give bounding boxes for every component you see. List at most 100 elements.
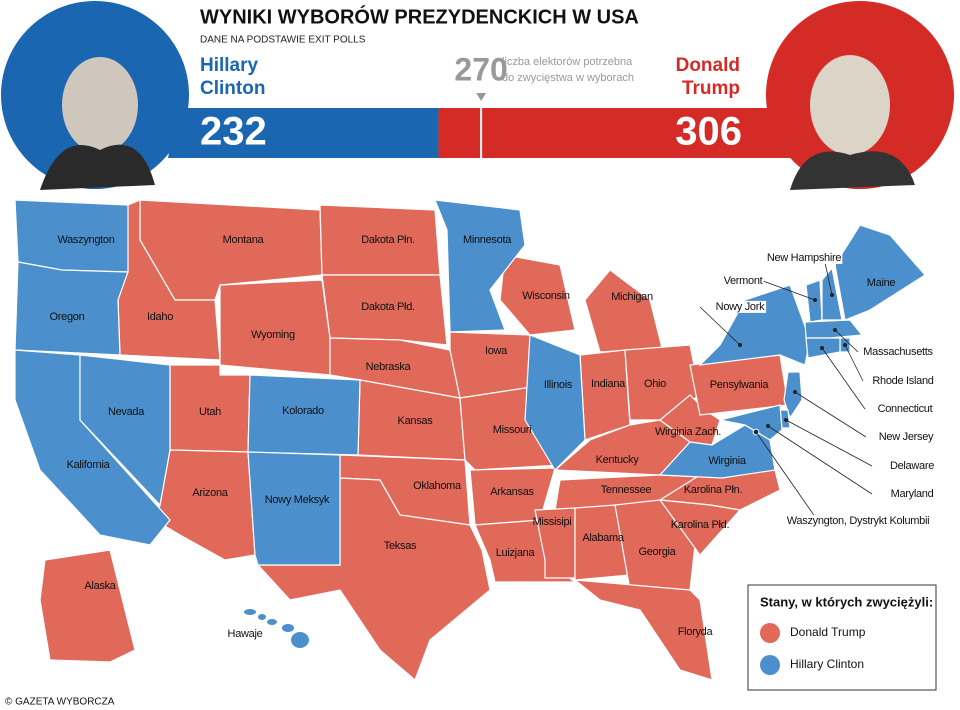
state-label: Kolorado bbox=[282, 405, 324, 417]
state-label: Nowy Meksyk bbox=[265, 494, 330, 506]
state-label: Vermont bbox=[724, 275, 763, 287]
state-label: Waszyngton bbox=[57, 234, 114, 246]
state bbox=[499, 254, 576, 336]
label-bg bbox=[871, 374, 935, 387]
state bbox=[614, 499, 696, 591]
label-bg bbox=[714, 300, 767, 313]
state-label: Georgia bbox=[638, 546, 676, 558]
state-label: Wirginia bbox=[708, 455, 747, 467]
state-label: Illinois bbox=[544, 379, 573, 391]
clinton-bar bbox=[168, 108, 439, 158]
leader-dot bbox=[820, 346, 824, 350]
legend-box bbox=[747, 584, 937, 691]
state-label: Ohio bbox=[644, 378, 666, 390]
leader-dot bbox=[738, 343, 742, 347]
state-label: Alabama bbox=[582, 532, 624, 544]
state bbox=[247, 374, 361, 456]
callouts: Montana Dakota Płn. Dakota Płd. Idaho Wyomin… bbox=[50, 234, 936, 640]
legend-label: Hillary Clinton bbox=[790, 657, 864, 671]
legend-label: Donald Trump bbox=[790, 625, 866, 639]
state bbox=[79, 354, 171, 507]
state-label: Kalifornia bbox=[67, 459, 111, 471]
state-label: Dakota Płn. bbox=[361, 234, 415, 246]
leader-line bbox=[699, 306, 741, 346]
state-label: Oregon bbox=[50, 311, 85, 323]
clinton-votes: 232 bbox=[200, 110, 267, 154]
clinton-face bbox=[62, 57, 138, 153]
threshold-value: 270 bbox=[454, 51, 507, 87]
legend-swatch bbox=[760, 623, 780, 643]
state bbox=[247, 451, 341, 566]
label-bg bbox=[888, 459, 936, 472]
state bbox=[256, 477, 491, 682]
leader-dot bbox=[784, 418, 788, 422]
state-label: Maryland bbox=[891, 488, 934, 500]
label-bg bbox=[785, 514, 931, 527]
legend-swatch bbox=[760, 655, 780, 675]
legend: Stany, w których zwyciężyli: Donald Trump… bbox=[747, 584, 937, 691]
state bbox=[14, 261, 129, 356]
state-label: Connecticut bbox=[878, 403, 933, 415]
leader-line bbox=[767, 425, 873, 495]
threshold-arrow bbox=[476, 93, 487, 101]
state-label: Alaska bbox=[84, 580, 116, 592]
label-bg bbox=[765, 251, 843, 264]
subtitle: DANE NA PODSTAWIE EXIT POLLS bbox=[200, 35, 366, 46]
leader-dot bbox=[843, 343, 847, 347]
state-label: Utah bbox=[199, 406, 221, 418]
state bbox=[579, 349, 631, 441]
state-label: Hawaje bbox=[228, 628, 263, 640]
state-label: Michigan bbox=[611, 291, 653, 303]
state bbox=[267, 619, 277, 625]
state bbox=[534, 507, 576, 579]
state-label: Kansas bbox=[398, 415, 434, 427]
trump-bar bbox=[438, 108, 792, 158]
credit: © GAZETA WYBORCZA bbox=[5, 697, 115, 708]
threshold-label: do zwycięstwa w wyborach bbox=[502, 72, 634, 84]
state bbox=[282, 624, 294, 632]
state bbox=[258, 614, 266, 620]
state-label: Wisconsin bbox=[522, 290, 570, 302]
state-label: Arkansas bbox=[490, 486, 534, 498]
title: WYNIKI WYBORÓW PREZYDENCKICH W USA bbox=[200, 4, 639, 28]
leader-line bbox=[762, 280, 816, 301]
state-label: Iowa bbox=[485, 345, 508, 357]
state bbox=[154, 449, 256, 561]
clinton-name: Clinton bbox=[200, 78, 265, 99]
state bbox=[834, 224, 926, 321]
leader-line bbox=[844, 344, 864, 382]
leader-line bbox=[834, 329, 859, 353]
leader-line bbox=[785, 419, 873, 467]
state bbox=[658, 499, 742, 556]
leader-line bbox=[823, 257, 833, 296]
state-label: Indiana bbox=[591, 378, 626, 390]
state-label: Rhode Island bbox=[872, 375, 933, 387]
label-bg bbox=[862, 345, 935, 358]
trump-name: Donald bbox=[676, 55, 740, 76]
state bbox=[524, 334, 586, 471]
clinton-name: Hillary bbox=[200, 55, 259, 76]
leader-line bbox=[794, 391, 867, 438]
state-label: New Jersey bbox=[879, 431, 934, 443]
state-label: Tennessee bbox=[601, 484, 652, 496]
label-bg bbox=[722, 274, 764, 287]
trump-face bbox=[810, 55, 890, 155]
state-label: Wyoming bbox=[251, 329, 295, 341]
clinton-shoulders bbox=[40, 144, 155, 190]
leader-line bbox=[821, 347, 866, 410]
leader-dot bbox=[766, 424, 770, 428]
label-bg bbox=[877, 430, 936, 443]
state bbox=[573, 579, 713, 681]
leader-dot bbox=[833, 328, 837, 332]
state bbox=[219, 279, 331, 376]
state-label: New Hampshire bbox=[767, 252, 842, 264]
state-label: Minnesota bbox=[463, 234, 512, 246]
state bbox=[434, 199, 526, 333]
state bbox=[291, 632, 309, 648]
leader-dot bbox=[813, 298, 817, 302]
leader-dot bbox=[830, 293, 834, 297]
state-label: Floryda bbox=[678, 626, 714, 638]
state-label: Wirginia Zach. bbox=[655, 426, 721, 438]
state bbox=[584, 269, 663, 353]
